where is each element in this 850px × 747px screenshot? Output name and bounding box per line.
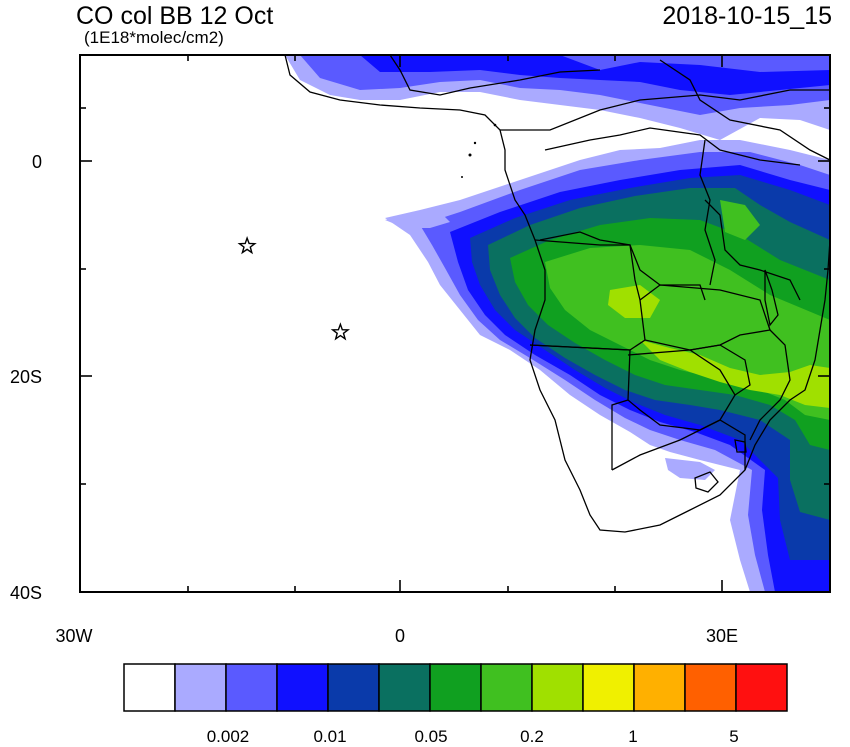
x-tick-label-0: 0: [395, 626, 405, 646]
border-north-4: [659, 59, 830, 161]
islands: [461, 123, 497, 178]
x-tick-label-30w: 30W: [55, 626, 92, 646]
plume-patch-1: [608, 285, 660, 318]
colorbar-label-0002: 0.002: [207, 727, 250, 746]
x-tick-label-30e: 30E: [706, 626, 738, 646]
colorbar-label-02: 0.2: [520, 727, 544, 746]
co-field: [285, 55, 830, 592]
border-north-3: [389, 55, 601, 96]
colorbar-swatch: [633, 663, 686, 712]
border-north-2: [544, 127, 801, 166]
colorbar-label-005: 0.05: [414, 727, 447, 746]
colorbar-swatch: [225, 663, 278, 712]
y-tick-label-40s: 40S: [10, 583, 42, 603]
border-zimbabwe: [689, 344, 751, 396]
africa-coastline: [284, 55, 830, 533]
border-congo: [539, 231, 706, 301]
north-band-blue: [360, 55, 830, 95]
colorbar-swatch: [480, 663, 533, 712]
units-label: (1E18*molec/cm2): [84, 28, 224, 47]
star-marker-1: [237, 236, 257, 255]
colorbar-swatch: [531, 663, 584, 712]
colorbar-swatch: [429, 663, 482, 712]
colorbar-label-5: 5: [729, 727, 738, 746]
timestamp-label: 2018-10-15_15: [662, 2, 832, 30]
colorbar-label-001: 0.01: [313, 727, 346, 746]
colorbar-swatch: [735, 663, 788, 712]
colorbar-label-1: 1: [628, 727, 637, 746]
y-tick-label-0: 0: [32, 152, 42, 172]
colorbar-swatch: [684, 663, 737, 712]
lake-malawi: [764, 269, 779, 327]
lesotho-outline: [694, 471, 719, 493]
colorbar-swatch: [123, 663, 176, 712]
colorbar-swatch: [174, 663, 227, 712]
border-safrica: [611, 419, 746, 471]
border-tanzania: [704, 199, 801, 301]
atlantic-wisp: [385, 212, 450, 228]
colorbar-swatch: [327, 663, 380, 712]
border-mozambique: [749, 329, 791, 441]
colorbar-swatch: [378, 663, 431, 712]
markers: [237, 236, 350, 341]
border-drc-east: [699, 139, 716, 286]
colorbar-labels: 0.002 0.01 0.05 0.2 1 5: [207, 727, 739, 746]
border-north-1: [500, 89, 830, 131]
swaziland-outline: [734, 439, 747, 453]
map-title: CO col BB 12 Oct: [76, 2, 274, 30]
axis-ticks: [79, 55, 830, 593]
coastlines: [284, 55, 830, 533]
y-tick-label-20s: 20S: [10, 367, 42, 387]
colorbar-swatch: [582, 663, 635, 712]
plume-yellowgreen: [640, 340, 830, 408]
border-angola: [529, 239, 646, 351]
plot-frame: [79, 54, 831, 593]
colorbar-swatch: [276, 663, 329, 712]
plume-patch-2: [720, 200, 760, 240]
star-marker-2: [330, 322, 350, 341]
colorbar: [123, 663, 788, 712]
